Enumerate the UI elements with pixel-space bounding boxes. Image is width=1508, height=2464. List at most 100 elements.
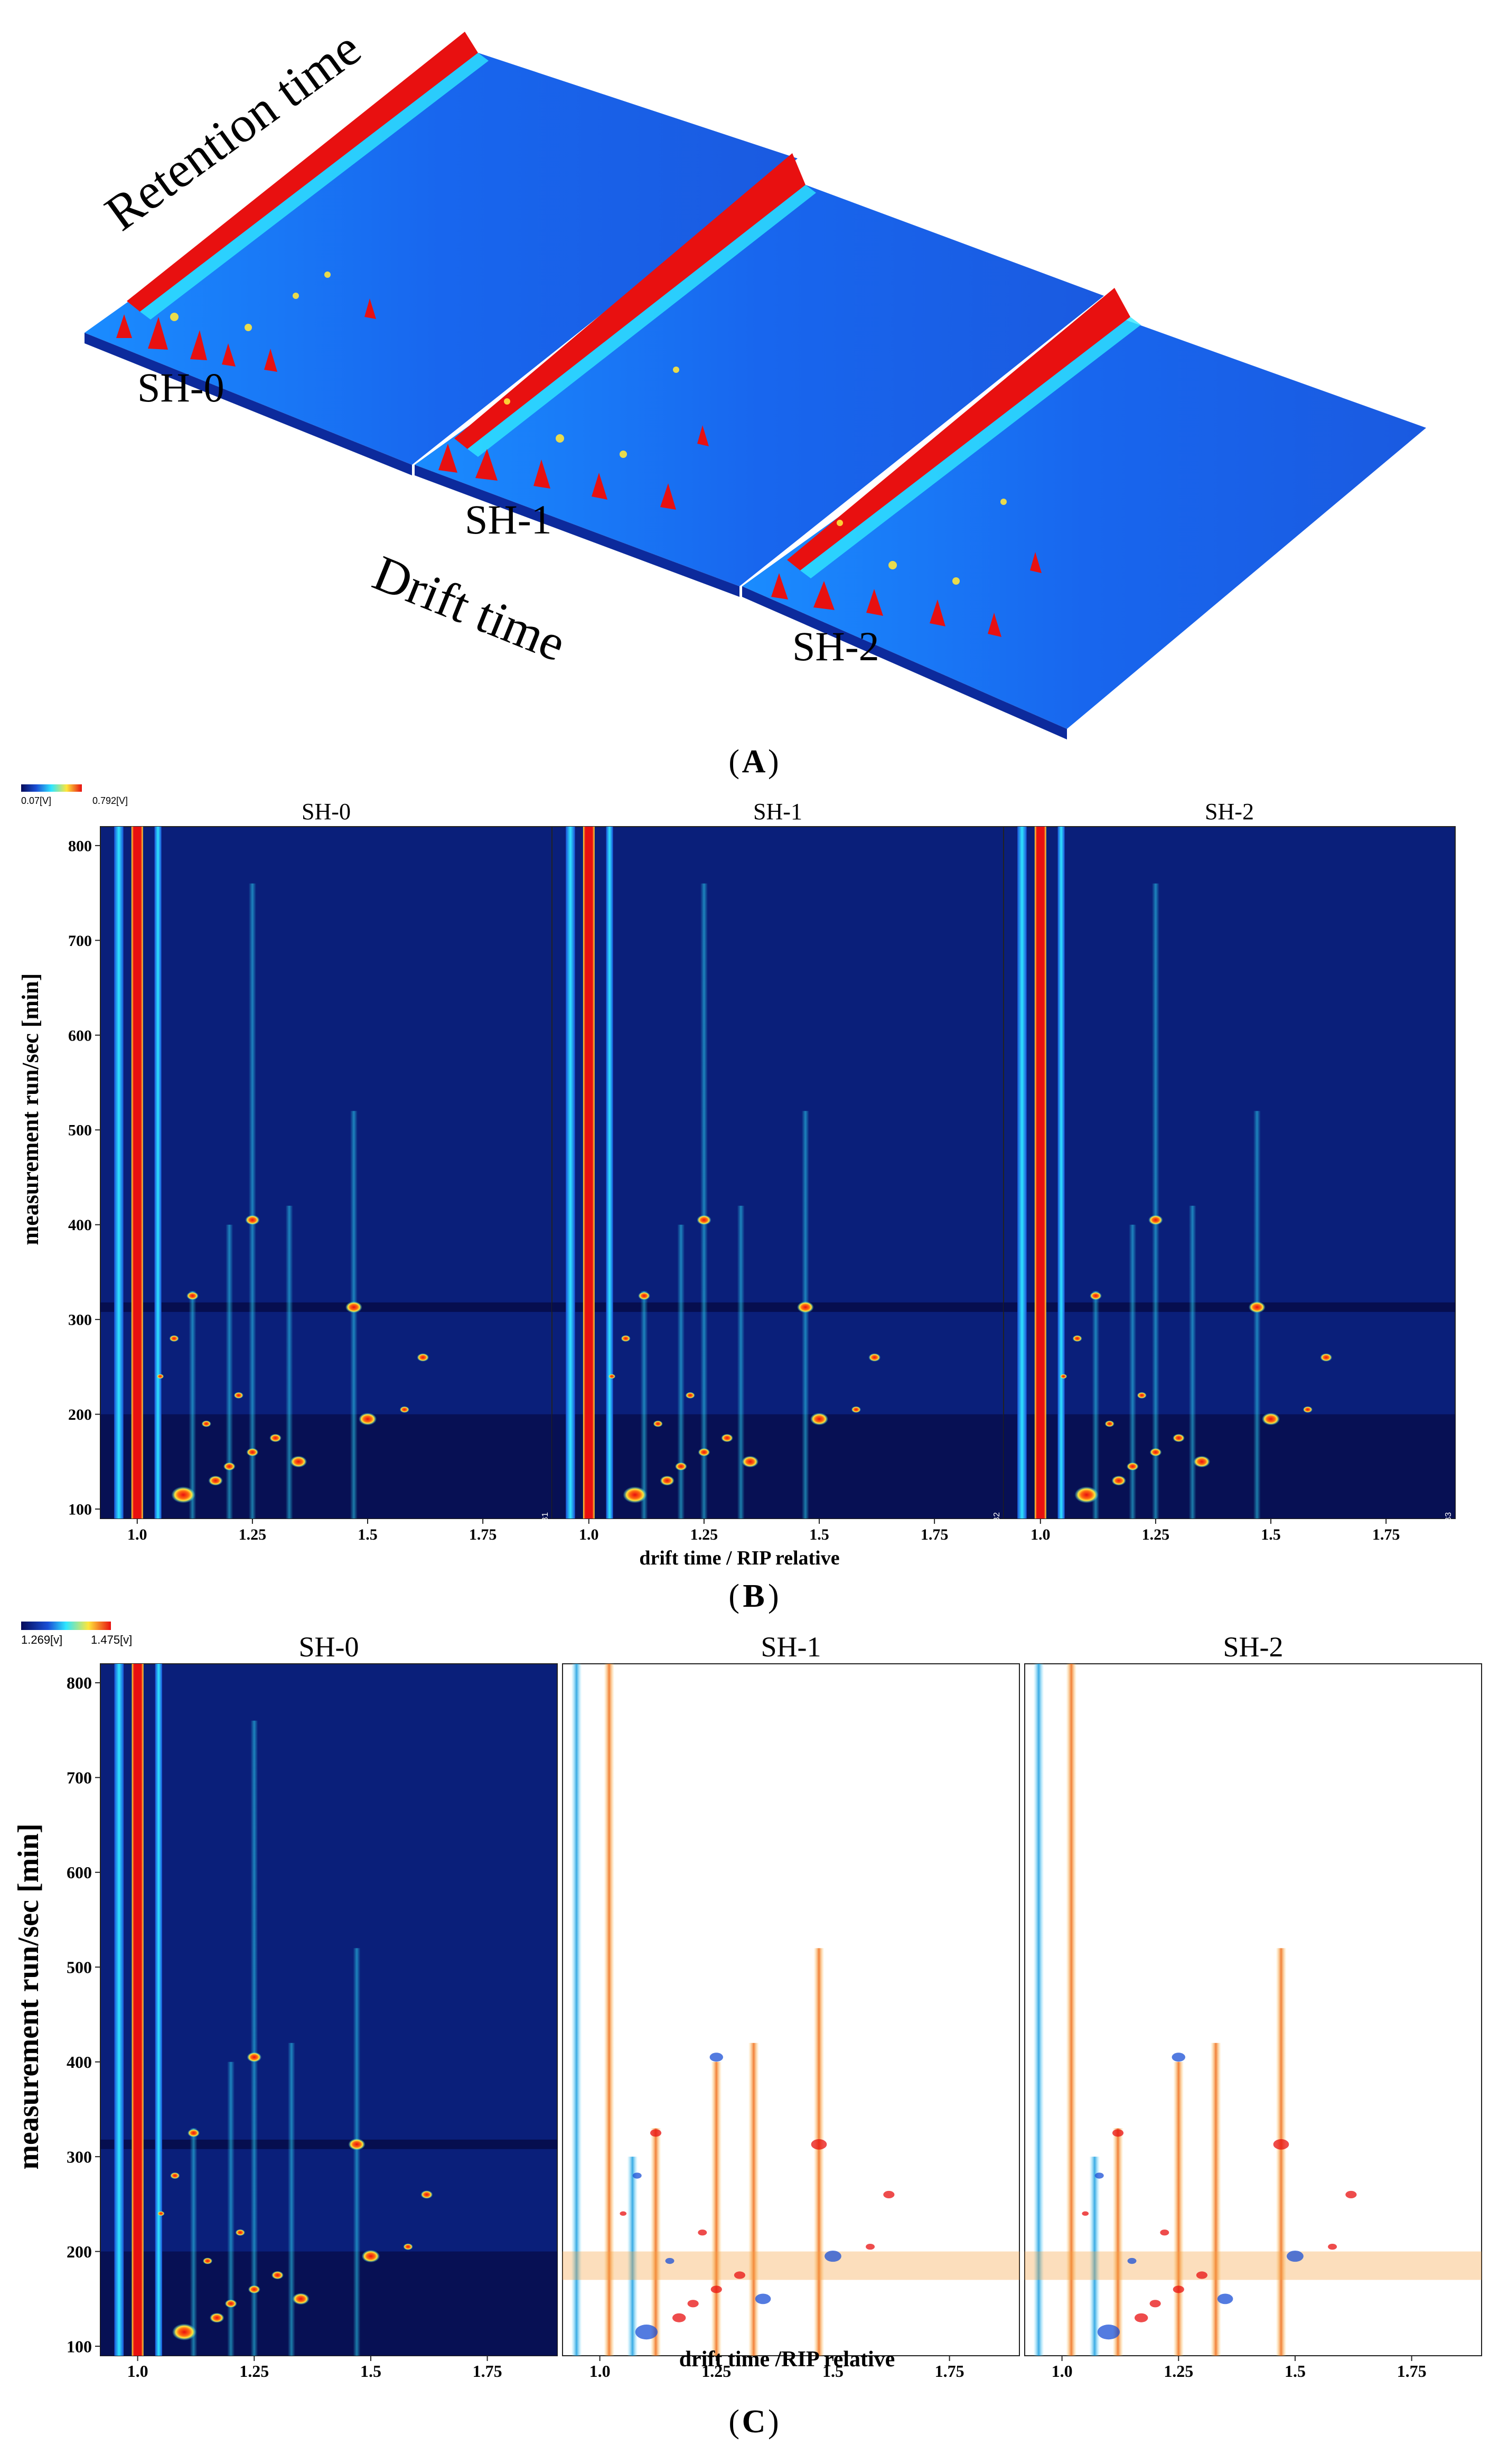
hotspot-6 <box>171 1486 195 1503</box>
panel-b-letter: B <box>743 1578 764 1614</box>
diff-spot-13 <box>698 2229 707 2236</box>
hotspot-14 <box>157 2211 165 2216</box>
diff-spot-8 <box>1173 2285 1184 2293</box>
rip-line-2 <box>155 1664 162 2356</box>
x-tick-label-1: 1.25 <box>701 2362 731 2381</box>
hotspot-9 <box>290 1456 307 1468</box>
dark-line <box>100 1302 552 1312</box>
diff-spot-10 <box>687 2300 699 2308</box>
hotspot-6 <box>172 2324 196 2341</box>
streak-2 <box>250 1720 258 2356</box>
hotspot-13 <box>685 1392 695 1399</box>
x-tick-label-1: 1.25 <box>1164 2362 1193 2381</box>
hotspot-7 <box>1111 1475 1126 1486</box>
heatmap-heat-b2: 1.0 1.25 1.5 1.75 SH-2 [+] B3 <box>1003 799 1456 1543</box>
y-tick-label-6: 700 <box>67 1768 92 1787</box>
colorbar-b-min: 0.07[V] <box>21 795 51 806</box>
streak-2 <box>248 883 256 1519</box>
panel-a-3d-plot: Retention time SH-0 SH-1 Drift time SH-2 <box>85 20 1426 739</box>
rip-line-0 <box>114 827 124 1519</box>
diff-spot-1 <box>811 2139 827 2150</box>
hotspot-3 <box>359 1412 377 1426</box>
sample-label-sh1: SH-1 <box>465 496 552 542</box>
hotspot-8 <box>1149 1448 1162 1457</box>
svg-text:(: ( <box>728 744 739 780</box>
hotspot-4 <box>417 1353 429 1362</box>
diff-spot-3 <box>1287 2250 1304 2262</box>
y-tick-label-1: 200 <box>67 2242 92 2261</box>
plot-area <box>100 826 552 1519</box>
diff-spot-0 <box>709 2053 723 2062</box>
hotspot-10 <box>1126 1462 1139 1471</box>
hotspot-7 <box>208 1475 223 1486</box>
streak-4 <box>353 1948 361 2356</box>
diff-spot-0 <box>1172 2053 1185 2062</box>
diff-red-streak-1 <box>650 2128 661 2356</box>
plot-title: SH-1 <box>753 799 802 825</box>
hotspot-14 <box>608 1374 616 1379</box>
hotspot-15 <box>170 2172 180 2179</box>
y-tick-label-2: 300 <box>67 2147 92 2166</box>
hotspot-11 <box>1173 1434 1185 1442</box>
streak-4 <box>801 1111 809 1519</box>
plot-area <box>551 826 1004 1519</box>
streak-0 <box>640 1291 648 1519</box>
hotspot-7 <box>660 1475 675 1486</box>
plot-title: SH-2 <box>1223 1631 1283 1663</box>
diff-red-streak-0 <box>1066 1664 1077 2356</box>
diff-spot-4 <box>883 2190 895 2198</box>
hotspot-5 <box>851 1406 861 1413</box>
x-tick-label-2: 1.5 <box>809 1526 829 1543</box>
streak-1 <box>227 2062 235 2356</box>
corner-tag: [+] B2 <box>992 1512 1001 1534</box>
plot-title: SH-0 <box>302 799 351 825</box>
y-tick-label-4: 500 <box>68 1122 92 1139</box>
x-tick-label-3: 1.75 <box>921 1526 949 1543</box>
hotspot-10 <box>224 2299 237 2308</box>
x-tick-label-1: 1.25 <box>1142 1526 1170 1543</box>
streak-2 <box>700 883 708 1519</box>
y-tick-label-3: 400 <box>67 2053 92 2072</box>
dark-band <box>1004 1414 1455 1519</box>
diff-red-streak-2 <box>711 2062 722 2356</box>
y-tick-label-7: 800 <box>67 1673 92 1692</box>
diff-spot-11 <box>1196 2271 1207 2279</box>
y-tick-label-5: 600 <box>67 1863 92 1882</box>
x-tick-label-3: 1.75 <box>473 2362 502 2381</box>
hotspot-10 <box>223 1462 236 1471</box>
rip-line-1 <box>583 827 595 1519</box>
heatmap-heat-b0: 1.0 1.25 1.5 1.75 100 200 300 400 500 600 700 800 SH… <box>68 799 552 1543</box>
diff-spot-14 <box>1082 2211 1089 2216</box>
panel-a-letter: A <box>742 744 766 780</box>
y-tick-label-0: 100 <box>68 1501 92 1519</box>
corner-tag: [+] B1 <box>541 1512 550 1534</box>
diff-red-streak-3 <box>1210 2043 1221 2356</box>
streak-1 <box>677 1224 685 1519</box>
y-tick-label-3: 400 <box>68 1216 92 1234</box>
svg-text:(: ( <box>728 2404 739 2440</box>
hotspot-9 <box>292 2293 310 2305</box>
hotspot-2 <box>188 2129 200 2138</box>
hotspot-14 <box>1060 1374 1067 1379</box>
diff-red-streak-4 <box>813 1948 825 2356</box>
y-tick-label-0: 100 <box>67 2337 92 2356</box>
plot-area <box>100 1663 558 2356</box>
panel-c-caption: ( C ) <box>728 2404 779 2440</box>
hotspot-3 <box>361 2250 380 2263</box>
x-tick-label-3: 1.75 <box>1397 2362 1427 2381</box>
diff-spot-1 <box>1273 2139 1289 2150</box>
x-tick-label-0: 1.0 <box>127 2362 148 2381</box>
axis-drift-label: Drift time <box>366 544 574 672</box>
panel-c-letter: C <box>742 2404 766 2440</box>
hotspot-4 <box>1320 1353 1333 1362</box>
diff-spot-8 <box>710 2285 722 2293</box>
rip-line-1 <box>131 827 143 1519</box>
hotspot-11 <box>271 2271 284 2280</box>
hotspot-12 <box>653 1420 663 1427</box>
slab-sh2 <box>742 288 1426 739</box>
rip-line-1 <box>132 1664 144 2356</box>
hotspot-1 <box>348 2138 366 2150</box>
diff-spot-2 <box>650 2129 662 2137</box>
hotspot-0 <box>247 2052 262 2063</box>
x-tick-label-1: 1.25 <box>239 2362 269 2381</box>
